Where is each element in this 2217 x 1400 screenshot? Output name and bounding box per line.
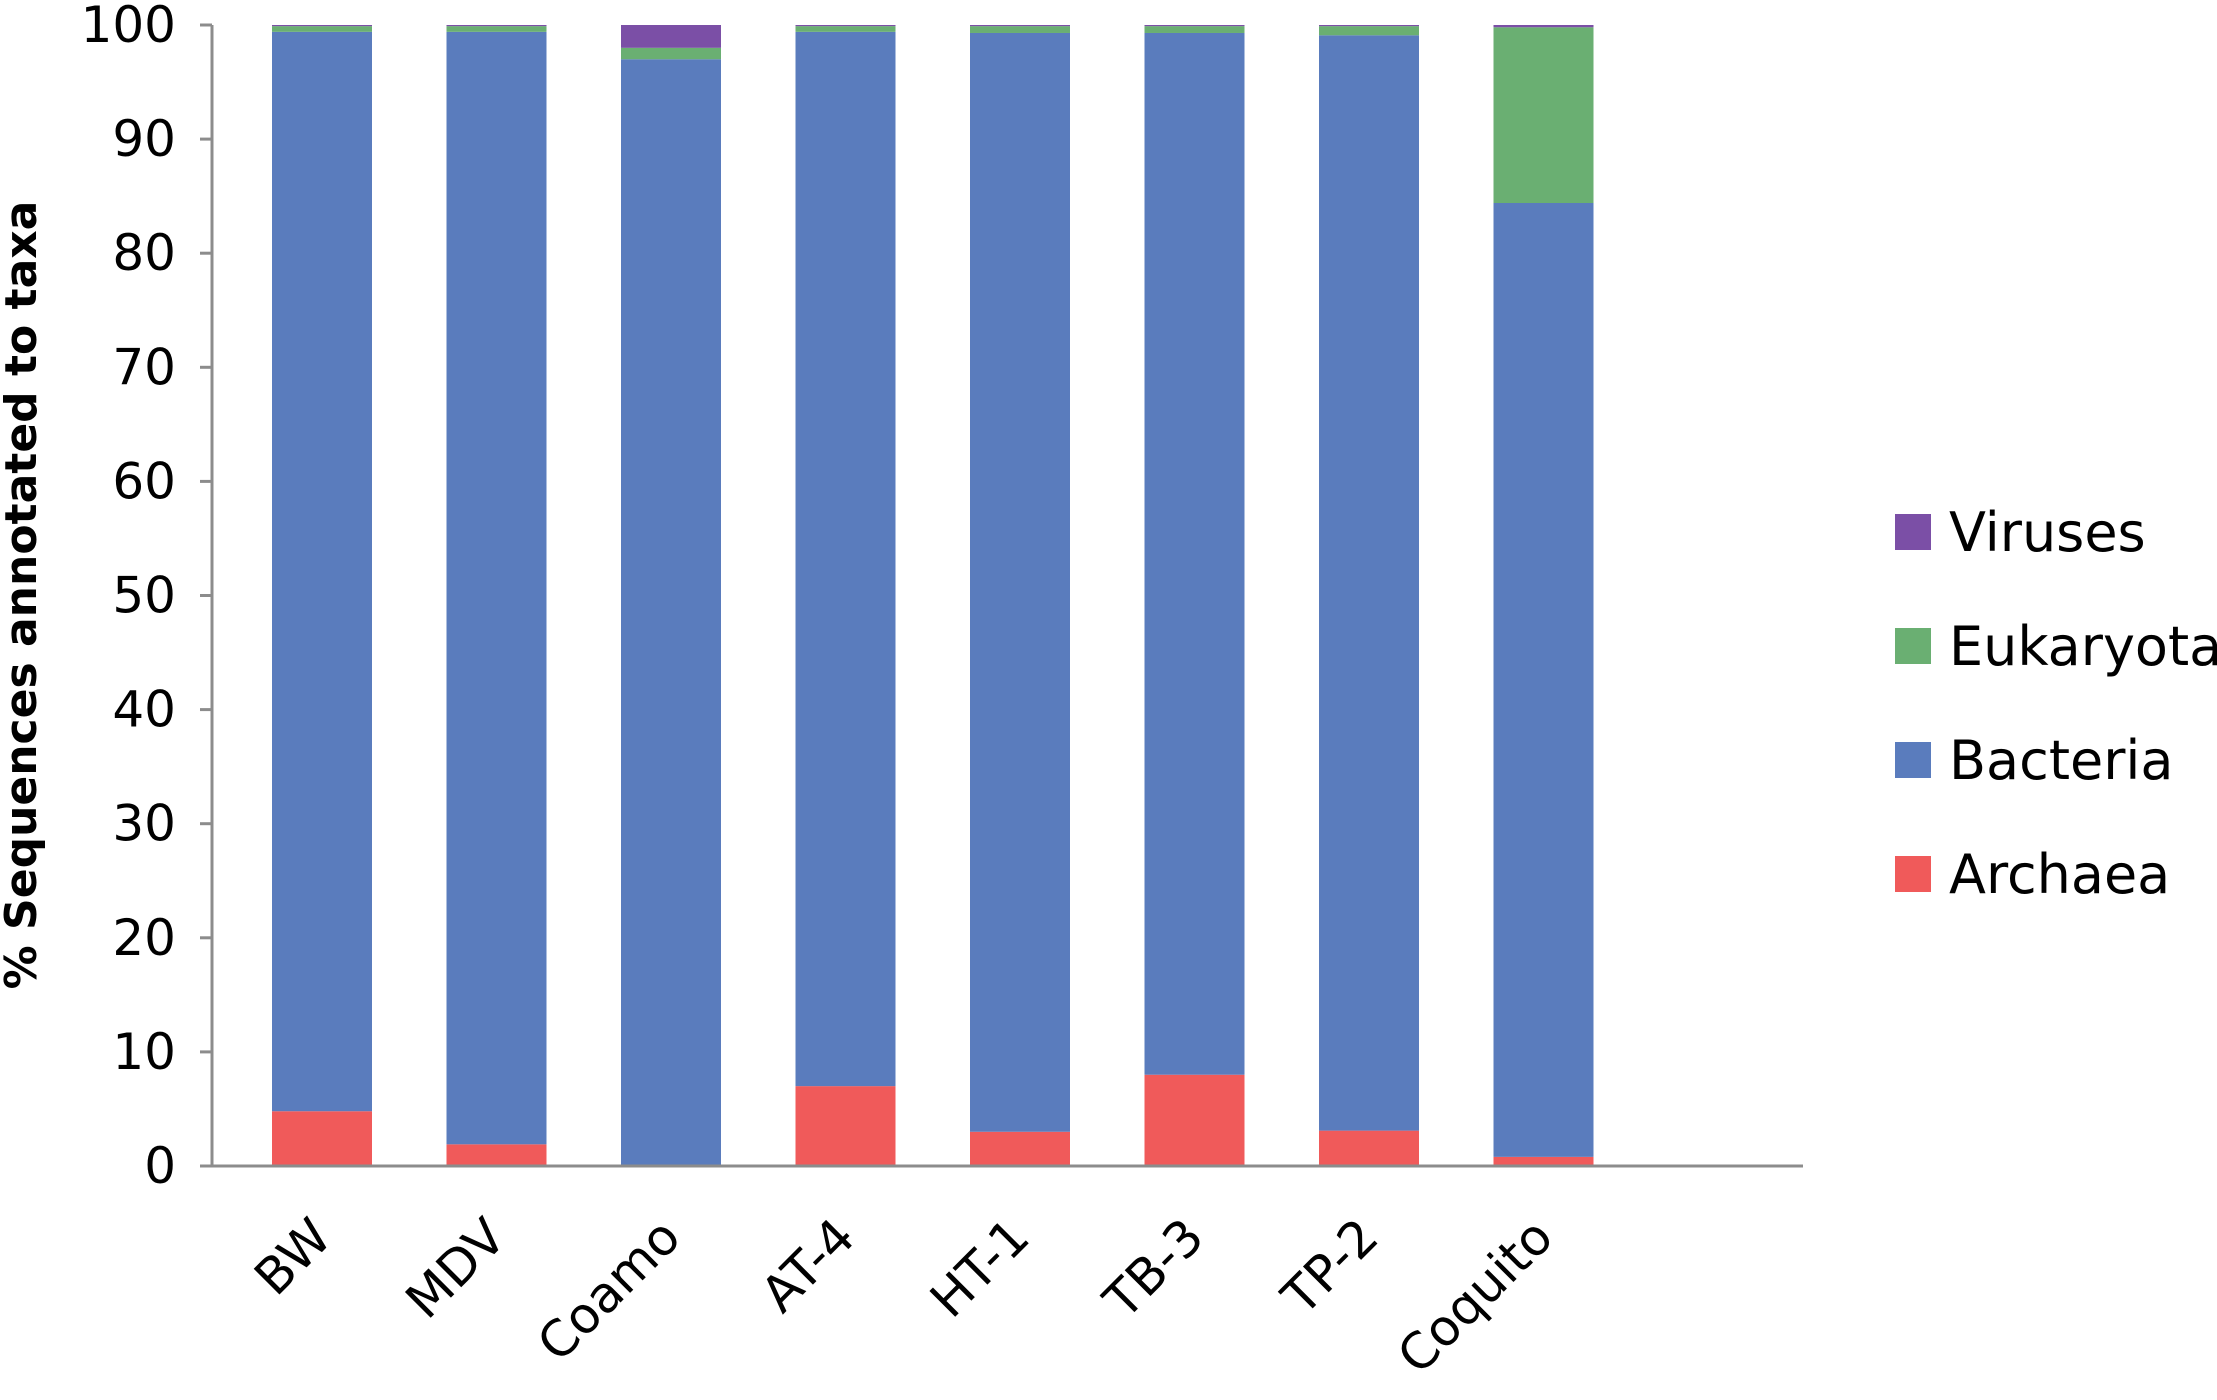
bar-segment-bw-eukaryota <box>272 26 372 32</box>
legend: Viruses Eukaryota Bacteria Archaea <box>1895 501 2217 906</box>
bar-segment-tb-3-archaea <box>1144 1074 1245 1166</box>
bar-segment-coquito-archaea <box>1493 1156 1594 1166</box>
legend-swatch-bacteria <box>1895 742 1931 778</box>
x-tick-label: BW <box>244 1207 343 1306</box>
bar-segment-mdv-archaea <box>446 1144 547 1166</box>
bar-segment-coquito-bacteria <box>1493 202 1594 1157</box>
x-tick-label: TB-3 <box>1092 1207 1215 1330</box>
legend-swatch-eukaryota <box>1895 628 1931 664</box>
bar-segment-ht-1-bacteria <box>970 32 1070 1132</box>
legend-label-bacteria: Bacteria <box>1949 729 2174 792</box>
legend-label-archaea: Archaea <box>1949 843 2170 906</box>
y-tick-label: 60 <box>112 452 176 510</box>
y-tick-label: 20 <box>112 909 176 967</box>
bar-segment-ht-1-archaea <box>970 1131 1070 1166</box>
x-tick-label: AT-4 <box>750 1207 866 1323</box>
y-tick-label: 40 <box>112 681 176 739</box>
bar-segment-mdv-viruses <box>446 25 547 27</box>
y-tick-label: 100 <box>81 0 176 54</box>
bar-segment-mdv-bacteria <box>446 31 547 1145</box>
x-tick-label: Coquito <box>1386 1207 1564 1385</box>
bar-segment-coamo-eukaryota <box>621 47 721 60</box>
bar-segment-tb-3-viruses <box>1144 25 1245 27</box>
bar-segment-coamo-bacteria <box>621 59 721 1165</box>
bar-segment-tp-2-viruses <box>1319 25 1419 27</box>
legend-label-eukaryota: Eukaryota <box>1949 615 2217 678</box>
bar-segment-tp-2-archaea <box>1319 1130 1419 1166</box>
bar-segment-at-4-bacteria <box>795 31 896 1087</box>
bar-segment-ht-1-viruses <box>970 25 1070 27</box>
bar-segment-tb-3-eukaryota <box>1144 26 1245 33</box>
y-tick-label: 70 <box>112 338 176 396</box>
bar-segment-coquito-viruses <box>1493 25 1594 28</box>
bar-segment-ht-1-eukaryota <box>970 26 1070 33</box>
bar-segment-bw-viruses <box>272 25 372 27</box>
bar-segment-coamo-viruses <box>621 25 721 48</box>
x-tick-label: HT-1 <box>919 1207 1040 1328</box>
bar-segment-bw-archaea <box>272 1111 372 1166</box>
y-tick-label: 0 <box>144 1137 176 1195</box>
bar-segment-coquito-eukaryota <box>1493 27 1594 203</box>
bar-segment-at-4-archaea <box>795 1086 896 1166</box>
bar-segment-at-4-eukaryota <box>795 26 896 32</box>
x-tick-label: Coamo <box>526 1207 691 1372</box>
y-tick-label: 50 <box>112 567 176 625</box>
y-tick-label: 80 <box>112 224 176 282</box>
bar-segment-at-4-viruses <box>795 25 896 27</box>
bar-segment-tp-2-eukaryota <box>1319 26 1419 36</box>
legend-label-viruses: Viruses <box>1949 501 2146 564</box>
x-tick-label: MDV <box>395 1207 517 1329</box>
legend-swatch-viruses <box>1895 514 1931 550</box>
y-tick-label: 90 <box>112 110 176 168</box>
bar-segment-tp-2-bacteria <box>1319 35 1419 1131</box>
x-tick-label: TP-2 <box>1270 1207 1389 1326</box>
legend-swatch-archaea <box>1895 856 1931 892</box>
bar-segment-tb-3-bacteria <box>1144 32 1245 1075</box>
y-tick-label: 30 <box>112 795 176 853</box>
y-axis-title: % Sequences annotated to taxa <box>0 201 47 990</box>
bar-segment-mdv-eukaryota <box>446 26 547 32</box>
bars-layer <box>272 25 1594 1166</box>
bar-segment-bw-bacteria <box>272 31 372 1112</box>
y-tick-label: 10 <box>112 1023 176 1081</box>
